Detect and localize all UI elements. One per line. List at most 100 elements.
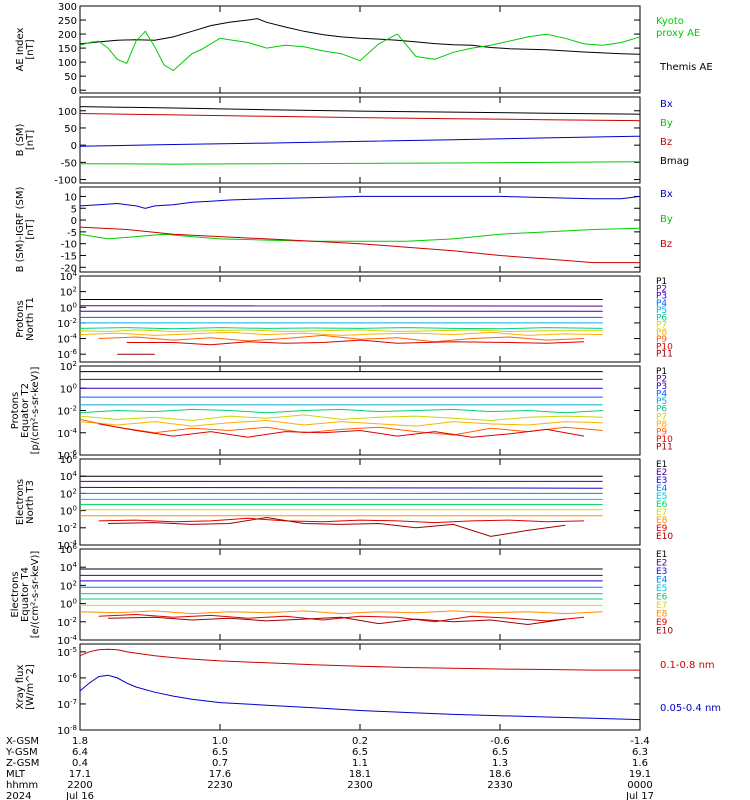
y-axis-label: Xray flux: [15, 665, 26, 710]
legend-e10: E10: [656, 532, 673, 542]
y-axis-label: Equator T2: [20, 383, 31, 438]
legend-e2: E2: [656, 468, 667, 478]
x-axis-table: X-GSM 1.8 1.0 0.2 -0.6 -1.4 Y-GSM 6.4 6.5 6.5 6.5 6…: [5, 736, 654, 800]
legend-p7: P7: [656, 412, 667, 422]
series-line-e9: [98, 613, 585, 623]
y-tick-label: 50: [64, 72, 77, 83]
series-line-e10: [107, 516, 566, 537]
x-axis-tick-label: Jul 16: [65, 791, 94, 800]
y-tick-label: 104: [60, 270, 78, 283]
y-axis-label: Protons: [15, 300, 26, 337]
legend-p9: P9: [656, 427, 667, 437]
y-tick-label: 102: [60, 579, 77, 592]
y-axis-label: North T1: [25, 297, 36, 341]
x-axis-tick-label: 1.8: [72, 736, 88, 747]
panel-frame: [79, 96, 641, 184]
x-axis-tick-label: 1.1: [352, 758, 368, 769]
legend-e5: E5: [656, 584, 667, 594]
y-tick-label: 10-2: [57, 616, 77, 629]
y-tick-label: 102: [60, 487, 77, 500]
x-axis-tick-label: Jul 17: [625, 791, 654, 800]
legend-bz: Bz: [660, 239, 672, 250]
x-axis-row-label: Z-GSM: [6, 758, 39, 769]
y-axis-label: [nT]: [25, 219, 36, 239]
legend-0-1-0-8-nm: 0.1-0.8 nm: [660, 660, 715, 671]
series-line-p6: [79, 408, 603, 414]
legend-p3: P3: [656, 292, 667, 302]
y-axis-label: AE Index: [15, 27, 26, 71]
x-axis-tick-label: 6.5: [212, 747, 228, 758]
x-axis-tick-label: 2200: [67, 780, 92, 791]
y-axis-label: Electrons: [10, 571, 21, 617]
y-tick-label: 10-6: [57, 672, 77, 685]
legend-by: By: [660, 118, 673, 129]
x-axis-tick-label: 6.4: [72, 747, 88, 758]
y-tick-label: 10: [64, 192, 77, 203]
legend-e10: E10: [656, 627, 673, 637]
series-line-by: [79, 161, 641, 165]
x-axis-tick-label: 17.6: [209, 769, 231, 780]
y-tick-label: 300: [58, 2, 77, 13]
x-axis-row-label: Y-GSM: [5, 747, 38, 758]
series-line-e8: [79, 610, 603, 615]
legend-p8: P8: [656, 420, 667, 430]
y-tick-label: 10-2: [57, 405, 77, 418]
panel-frame: [79, 458, 641, 546]
panel-electrons_t4: Electrons Equator T4 [e/(cm²-s-sr-keV)] E1E…: [10, 548, 673, 641]
legend-e6: E6: [656, 593, 668, 603]
legend-p2: P2: [656, 375, 667, 385]
series-line-p9: [79, 418, 603, 436]
x-axis-tick-label: 0.2: [352, 736, 368, 747]
x-axis-row-label: hhmm: [6, 780, 38, 791]
y-tick-label: -15: [61, 251, 77, 262]
series-line-themis-ae: [79, 18, 641, 55]
panel-frame: [79, 5, 641, 94]
legend-p1: P1: [656, 277, 667, 287]
y-tick-label: 104: [60, 470, 78, 483]
x-axis-tick-label: 19.1: [629, 769, 651, 780]
y-tick-label: 106: [60, 543, 78, 556]
y-tick-label: 250: [58, 16, 77, 27]
y-axis-label: B (SM)-IGRF (SM): [15, 187, 26, 273]
panel-frame: [79, 548, 641, 641]
y-axis-label: [nT]: [25, 39, 36, 59]
y-tick-label: 50: [64, 124, 77, 135]
legend-p1: P1: [656, 367, 667, 377]
y-tick-label: 102: [60, 286, 77, 299]
legend-p10: P10: [656, 435, 673, 445]
y-axis-label: Electrons: [15, 479, 26, 525]
series-line-p7: [79, 414, 603, 422]
y-tick-label: 0: [71, 86, 77, 97]
x-axis-tick-label: 2300: [347, 780, 372, 791]
legend-e1: E1: [656, 550, 667, 560]
legend-e2: E2: [656, 559, 667, 569]
x-axis-row-label: 2024: [6, 791, 31, 800]
y-axis-label: [nT]: [25, 130, 36, 150]
x-axis-row-label: MLT: [6, 769, 26, 780]
panel-xray: Xray flux [W/m^2] 0.1-0.8 nm 0.05-0.4 nm: [15, 643, 721, 731]
y-axis-label: B (SM): [15, 123, 26, 156]
y-tick-label: 0: [71, 141, 77, 152]
y-axis-label: Equator T4: [20, 567, 31, 622]
series-line-p9: [98, 334, 585, 343]
legend-themis-ae: Themis AE: [659, 62, 713, 73]
panel-ae: 0 50 100 150 200 250 300 AE Index [nT] Kyotoproxy…: [15, 2, 713, 97]
y-axis-label: [e/(cm²-s-sr-keV)]: [30, 551, 41, 639]
y-tick-label: 10-4: [57, 427, 77, 440]
y-tick-label: 10-4: [57, 333, 77, 346]
series-line-p8: [79, 331, 603, 336]
legend-bx: Bx: [660, 189, 673, 200]
y-tick-label: -10: [61, 240, 77, 251]
legend-p4: P4: [656, 299, 667, 309]
legend-p5: P5: [656, 306, 667, 316]
legend-by: By: [660, 214, 673, 225]
legend-kyoto-proxy-ae: Kyoto: [656, 16, 684, 27]
series-line-0-05-0-4-nm: [79, 674, 641, 721]
y-tick-label: 10-2: [57, 522, 77, 535]
series-line-e10: [107, 616, 566, 626]
series-line-bz: [79, 113, 641, 122]
y-tick-label: 102: [60, 360, 77, 373]
